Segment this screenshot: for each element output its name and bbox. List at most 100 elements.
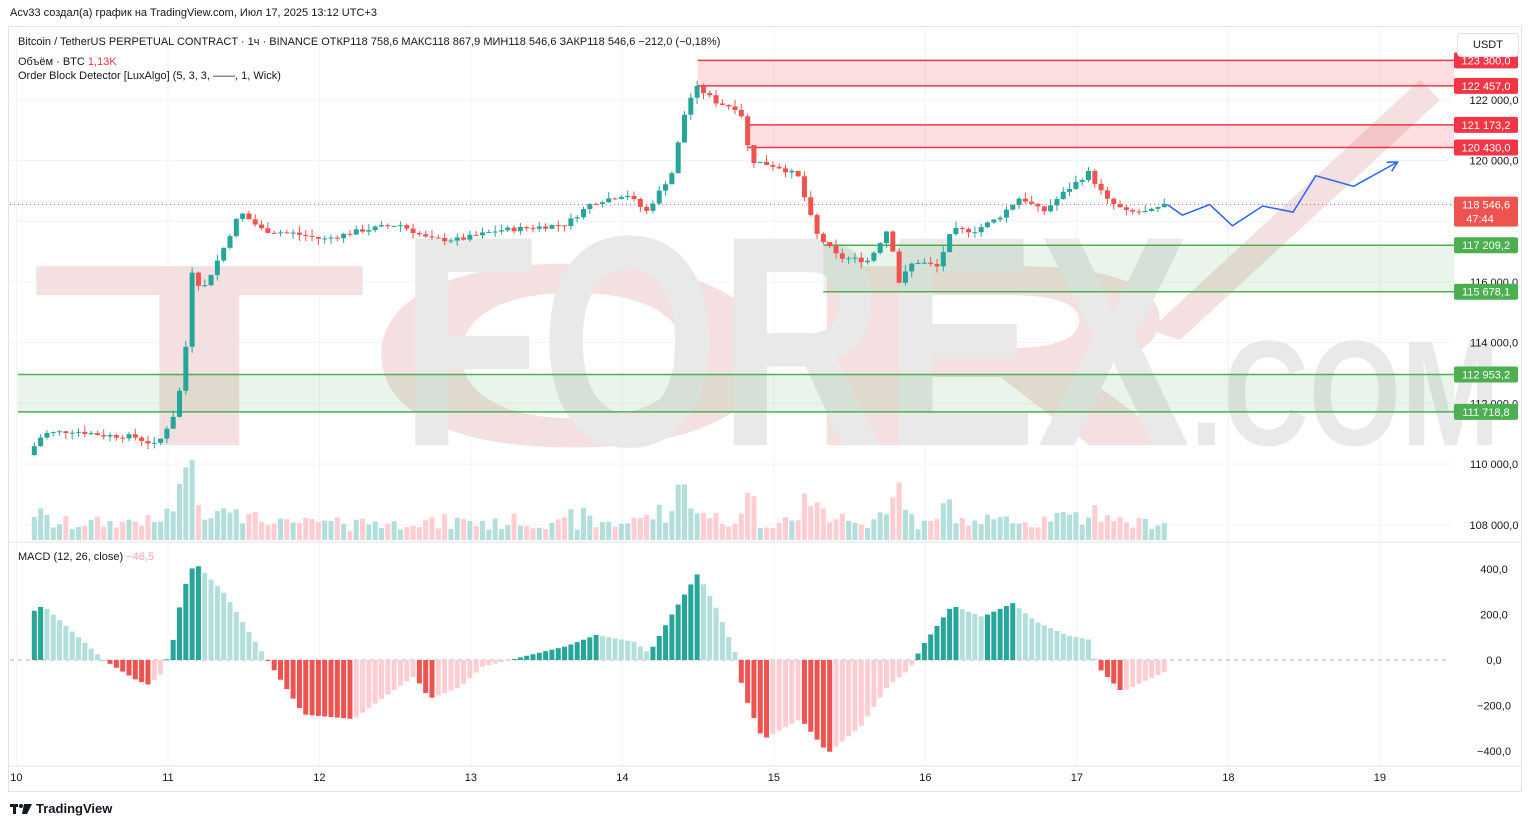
macd-histogram-bar xyxy=(227,602,233,660)
volume-bar xyxy=(1142,518,1148,540)
candle-up xyxy=(915,262,921,264)
volume-bar xyxy=(612,526,618,540)
tradingview-branding[interactable]: TradingView xyxy=(10,801,112,816)
candle-up xyxy=(884,231,889,244)
volume-bar xyxy=(1079,524,1085,540)
macd-histogram-bar xyxy=(1022,613,1028,660)
macd-histogram-bar xyxy=(284,660,290,690)
currency-button[interactable]: USDT xyxy=(1457,33,1519,57)
candle-down xyxy=(265,228,271,233)
candle-down xyxy=(1029,201,1035,204)
volume-bar xyxy=(631,517,637,540)
macd-histogram-bar xyxy=(991,611,997,660)
candle-down xyxy=(94,433,100,436)
candle-down xyxy=(120,437,126,439)
macd-histogram-bar xyxy=(947,608,953,660)
macd-histogram-bar xyxy=(871,660,877,707)
indicator-legend[interactable]: Order Block Detector [LuxAlgo] (5, 3, 3,… xyxy=(18,70,281,82)
macd-histogram-bar xyxy=(650,646,656,660)
volume-legend[interactable]: Объём · BTC 1,13K xyxy=(18,56,117,68)
macd-histogram-bar xyxy=(934,625,940,660)
candle-down xyxy=(726,104,732,107)
macd-histogram-bar xyxy=(1016,608,1022,660)
candle-down xyxy=(139,437,145,441)
macd-legend[interactable]: MACD (12, 26, close) −46,5 xyxy=(18,551,154,563)
macd-histogram-bar xyxy=(915,653,921,660)
macd-histogram-bar xyxy=(896,660,902,678)
volume-bar xyxy=(536,527,542,540)
order-block-price-label: 115 678,1 xyxy=(1462,287,1510,299)
candle-up xyxy=(877,243,883,253)
candle-down xyxy=(890,231,896,252)
candle-down xyxy=(770,165,776,167)
macd-histogram-bar xyxy=(517,657,523,660)
macd-histogram-bar xyxy=(985,614,990,660)
candle-down xyxy=(530,228,536,230)
candle-up xyxy=(688,97,694,115)
macd-histogram-bar xyxy=(50,614,56,660)
macd-histogram-bar xyxy=(820,660,826,748)
candle-down xyxy=(252,219,258,225)
volume-bar xyxy=(480,520,485,540)
volume-bar xyxy=(435,528,441,540)
volume-bar xyxy=(1029,527,1035,540)
volume-bar xyxy=(1016,523,1022,540)
volume-legend-value: 1,13K xyxy=(87,56,117,68)
volume-bar xyxy=(1155,525,1161,540)
price-tick-label: 108 000,0 xyxy=(1470,520,1519,532)
volume-bar xyxy=(688,508,694,540)
macd-tick-label: −400,0 xyxy=(1477,746,1511,758)
macd-histogram-bar xyxy=(94,654,100,660)
candle-down xyxy=(101,435,107,437)
forecast-arrowhead xyxy=(1386,161,1399,172)
macd-histogram-bar xyxy=(113,660,119,668)
candle-up xyxy=(391,225,397,227)
volume-bar xyxy=(852,522,858,540)
candle-up xyxy=(290,232,296,234)
macd-histogram-bar xyxy=(1035,622,1041,660)
symbol-legend[interactable]: Bitcoin / TetherUS PERPETUAL CONTRACT · … xyxy=(18,36,721,48)
volume-bar xyxy=(669,511,675,540)
macd-histogram-bar xyxy=(625,640,631,660)
candle-down xyxy=(259,224,265,229)
volume-bar xyxy=(972,520,978,540)
candle-down xyxy=(644,206,650,211)
volume-bar xyxy=(1073,512,1079,540)
candle-down xyxy=(1022,198,1028,202)
order-block-price-label: 111 718,8 xyxy=(1462,407,1509,419)
macd-histogram-bar xyxy=(909,660,915,666)
macd-histogram-bar xyxy=(334,660,340,718)
candle-up xyxy=(480,232,485,236)
candle-down xyxy=(732,106,738,110)
candle-down xyxy=(347,233,353,235)
candle-down xyxy=(719,103,725,105)
candle-up xyxy=(1060,191,1066,200)
candle-down xyxy=(423,234,429,237)
volume-bar xyxy=(865,528,871,540)
macd-histogram-bar xyxy=(789,660,795,724)
macd-histogram-bar xyxy=(852,660,858,732)
macd-histogram-bar xyxy=(612,638,618,660)
candle-up xyxy=(240,213,246,219)
price-tick-label: 120 000,0 xyxy=(1470,156,1519,168)
candle-down xyxy=(833,246,839,254)
volume-bar xyxy=(372,521,378,540)
volume-bar xyxy=(511,513,517,540)
volume-bar xyxy=(801,493,807,540)
volume-bar xyxy=(505,525,511,540)
volume-bar xyxy=(158,521,164,540)
macd-histogram-bar xyxy=(1161,660,1167,673)
candle-up xyxy=(328,237,334,239)
candle-up xyxy=(1149,208,1155,211)
macd-histogram-bar xyxy=(448,660,454,691)
macd-histogram-bar xyxy=(682,594,687,660)
volume-bar xyxy=(1123,522,1129,540)
price-tick-label: 122 000,0 xyxy=(1470,95,1519,107)
candle-up xyxy=(1003,209,1009,218)
volume-bar xyxy=(915,529,921,540)
candle-up xyxy=(574,217,580,219)
macd-histogram-bar xyxy=(1003,606,1009,660)
volume-bar xyxy=(397,529,403,540)
volume-bar xyxy=(57,524,63,540)
